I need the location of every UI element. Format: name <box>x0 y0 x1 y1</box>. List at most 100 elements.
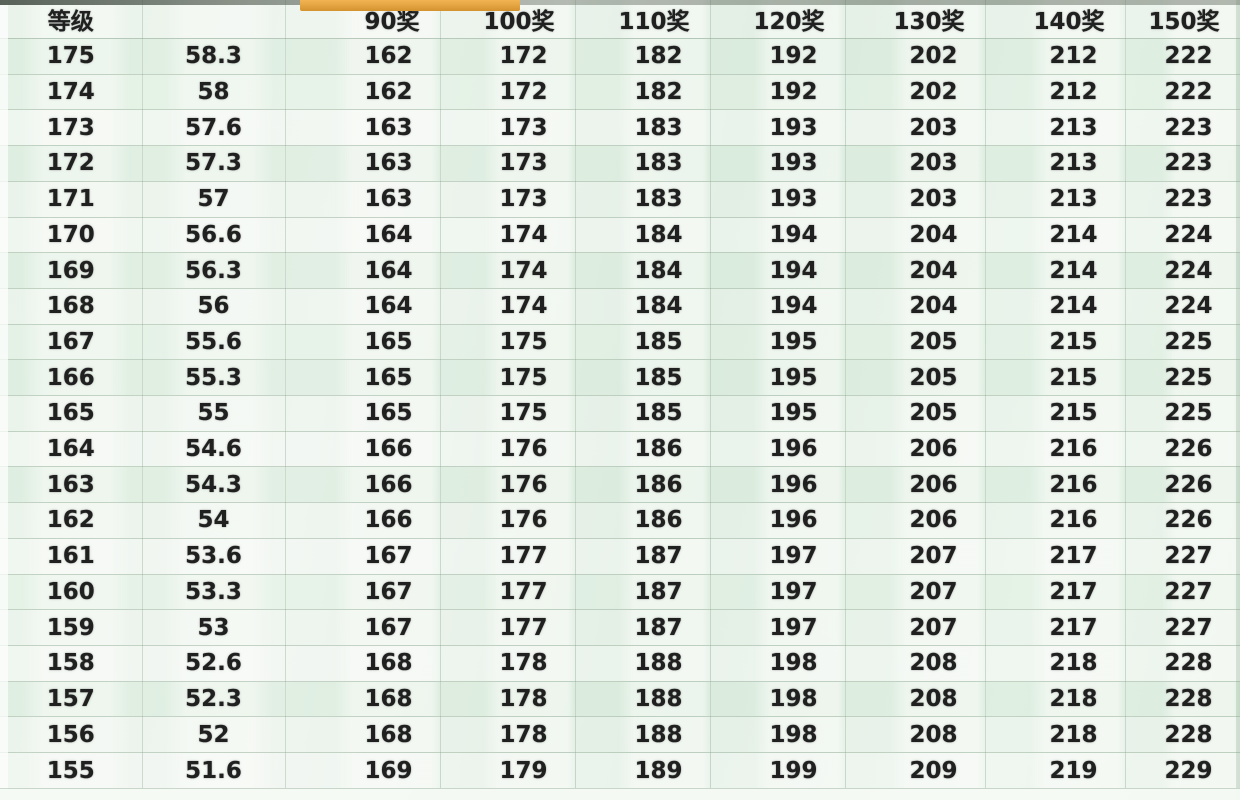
cell: 184 <box>575 217 711 254</box>
cell: 218 <box>985 716 1126 754</box>
cell: 159 <box>0 609 143 646</box>
cell: 165 <box>285 324 441 361</box>
cell: 178 <box>440 681 576 718</box>
cell: 162 <box>285 74 441 111</box>
cell: 228 <box>1125 681 1240 718</box>
photo-right-edge <box>1236 0 1240 800</box>
cell: 208 <box>845 681 986 718</box>
table-row: 158 52.6 168 178 188 198 208 218 228 <box>0 645 1240 682</box>
cell: 54.3 <box>142 466 286 504</box>
table-row: 160 53.3 167 177 187 197 207 217 227 <box>0 574 1240 611</box>
table-row: 175 58.3 162 172 182 192 202 212 222 <box>0 38 1240 75</box>
cell: 56 <box>142 288 286 325</box>
cell: 213 <box>985 109 1126 147</box>
cell: 212 <box>985 38 1126 75</box>
photo-top-edge <box>0 0 1240 5</box>
table-row: 159 53 167 177 187 197 207 217 227 <box>0 609 1240 646</box>
cell: 206 <box>845 431 986 468</box>
cell: 198 <box>710 645 846 682</box>
cell: 204 <box>845 217 986 254</box>
cell: 187 <box>575 538 711 575</box>
table-row: 169 56.3 164 174 184 194 204 214 224 <box>0 252 1240 289</box>
cell: 173 <box>440 181 576 218</box>
cell: 217 <box>985 574 1126 611</box>
cell: 223 <box>1125 145 1240 182</box>
cell: 213 <box>985 181 1126 218</box>
cell: 209 <box>845 752 986 789</box>
table-row: 166 55.3 165 175 185 195 205 215 225 <box>0 359 1240 397</box>
cell: 206 <box>845 466 986 504</box>
cell: 223 <box>1125 109 1240 147</box>
cell: 164 <box>0 431 143 468</box>
cell: 216 <box>985 466 1126 504</box>
cell: 215 <box>985 324 1126 361</box>
table-row: 164 54.6 166 176 186 196 206 216 226 <box>0 431 1240 468</box>
cell: 183 <box>575 109 711 147</box>
cell: 172 <box>0 145 143 182</box>
cell: 174 <box>0 74 143 111</box>
cell: 225 <box>1125 395 1240 432</box>
cell: 51.6 <box>142 752 286 789</box>
cell: 226 <box>1125 502 1240 539</box>
cell: 164 <box>285 217 441 254</box>
cell: 189 <box>575 752 711 789</box>
cell: 164 <box>285 252 441 289</box>
cell: 218 <box>985 645 1126 682</box>
cell: 175 <box>0 38 143 75</box>
cell: 157 <box>0 681 143 718</box>
cell: 197 <box>710 574 846 611</box>
cell: 198 <box>710 681 846 718</box>
column-header: 130奖 <box>845 0 986 39</box>
photo-left-edge <box>0 0 8 800</box>
cell: 193 <box>710 109 846 147</box>
cell: 214 <box>985 288 1126 325</box>
cell: 57.6 <box>142 109 286 147</box>
cell: 188 <box>575 645 711 682</box>
cell: 52.3 <box>142 681 286 718</box>
cell: 155 <box>0 752 143 789</box>
photo-bottom-edge <box>0 788 1240 800</box>
cell: 187 <box>575 609 711 646</box>
cell: 55 <box>142 395 286 432</box>
column-header <box>142 0 286 39</box>
cell: 224 <box>1125 217 1240 254</box>
cell: 207 <box>845 538 986 575</box>
cell: 170 <box>0 217 143 254</box>
cell: 193 <box>710 181 846 218</box>
cell: 53.3 <box>142 574 286 611</box>
cell: 225 <box>1125 324 1240 361</box>
cell: 186 <box>575 466 711 504</box>
cell: 216 <box>985 431 1126 468</box>
cell: 198 <box>710 716 846 754</box>
cell: 203 <box>845 109 986 147</box>
cell: 217 <box>985 609 1126 646</box>
cell: 186 <box>575 431 711 468</box>
cell: 56.3 <box>142 252 286 289</box>
cell: 169 <box>285 752 441 789</box>
table-row: 173 57.6 163 173 183 193 203 213 223 <box>0 109 1240 147</box>
cell: 182 <box>575 38 711 75</box>
table-header: 等级 90奖 100奖 110奖 120奖 130奖 140奖 150奖 <box>0 0 1240 39</box>
cell: 186 <box>575 502 711 539</box>
cell: 172 <box>440 38 576 75</box>
cell: 172 <box>440 74 576 111</box>
cell: 156 <box>0 716 143 754</box>
cell: 196 <box>710 431 846 468</box>
cell: 158 <box>0 645 143 682</box>
table-row: 174 58 162 172 182 192 202 212 222 <box>0 74 1240 111</box>
cell: 205 <box>845 395 986 432</box>
cell: 196 <box>710 502 846 539</box>
cell: 228 <box>1125 716 1240 754</box>
cell: 163 <box>285 109 441 147</box>
cell: 183 <box>575 181 711 218</box>
cell: 173 <box>0 109 143 147</box>
cell: 164 <box>285 288 441 325</box>
cell: 169 <box>0 252 143 289</box>
cell: 168 <box>0 288 143 325</box>
table-row: 170 56.6 164 174 184 194 204 214 224 <box>0 217 1240 254</box>
cell: 188 <box>575 681 711 718</box>
cell: 55.3 <box>142 359 286 397</box>
cell: 53 <box>142 609 286 646</box>
cell: 228 <box>1125 645 1240 682</box>
